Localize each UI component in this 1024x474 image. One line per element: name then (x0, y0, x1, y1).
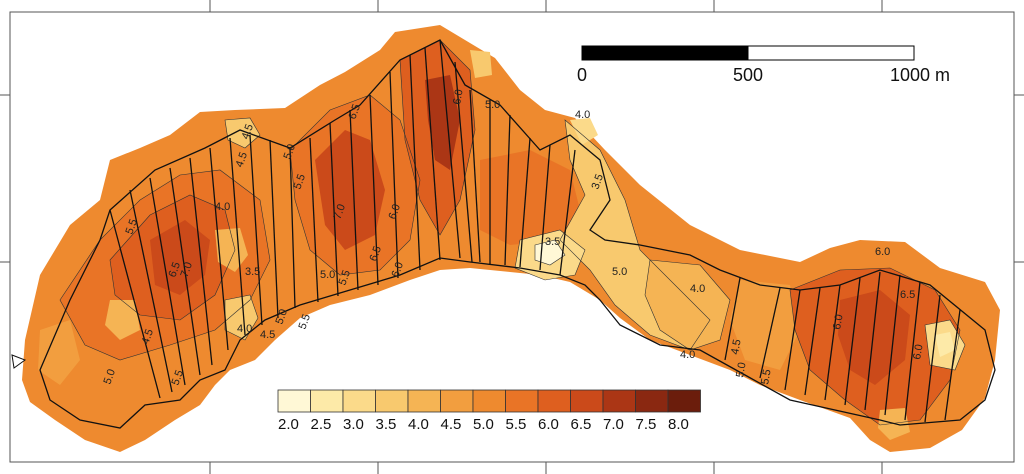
legend-swatch (407, 389, 441, 413)
legend-label: 3.5 (376, 416, 397, 433)
legend-swatch (310, 389, 344, 413)
contour-label: 5.5 (297, 313, 314, 331)
legend-swatch (440, 389, 474, 413)
contour-label: 4.0 (237, 323, 252, 335)
contour-label: 6.0 (875, 246, 890, 258)
contour-label: 4.5 (729, 338, 743, 355)
left-edge-arrow-icon (11, 354, 27, 369)
contour-label: 6.0 (831, 313, 845, 330)
contour-lines (59, 39, 966, 426)
map-frame (9, 11, 1015, 463)
contour-label: 6.0 (451, 88, 465, 105)
contour-label: 5.5 (124, 218, 141, 236)
legend-swatch (505, 389, 539, 413)
contour-label: 4.0 (215, 201, 230, 213)
contour-label: 4.5 (260, 329, 275, 341)
legend-label: 7.5 (636, 416, 657, 433)
legend-swatch (277, 389, 311, 413)
legend-label: 5.0 (473, 416, 494, 433)
contour-label: 6.5 (347, 103, 364, 121)
contour-label: 3.5 (545, 236, 560, 248)
legend-label: 8.0 (668, 416, 689, 433)
contour-label: 5.5 (759, 368, 773, 385)
legend-label: 3.0 (343, 416, 364, 433)
contour-label: 5.0 (282, 143, 299, 161)
legend-swatch (602, 389, 636, 413)
scale-bar-black-segment (581, 45, 749, 61)
contour-label: 6.5 (368, 245, 385, 263)
contour-label: 6.0 (390, 261, 407, 279)
contour-label: 5.0 (320, 269, 335, 281)
surface-patches (38, 40, 965, 440)
scale-label-500: 500 (733, 65, 763, 85)
contour-label: 4.0 (680, 349, 695, 361)
legend-label: 2.5 (311, 416, 332, 433)
contour-label: 5.0 (102, 368, 119, 386)
contour-label: 5.5 (292, 173, 309, 191)
contour-label-group: 4.5 5.0 5.5 6.0 6.5 7.0 4.0 3.5 6.5 5.5 … (102, 88, 926, 387)
scale-bar-white-segment (747, 45, 915, 61)
legend-swatch (570, 389, 604, 413)
contour-label: 4.0 (575, 109, 590, 121)
scale-label-0: 0 (577, 65, 587, 85)
legend-label: 4.5 (441, 416, 462, 433)
contour-label: 5.0 (274, 308, 291, 326)
contour-label: 6.0 (387, 203, 404, 221)
legend-label: 4.0 (408, 416, 429, 433)
legend-swatch (667, 389, 701, 413)
scale-bar: 0 500 1000 m (577, 45, 950, 85)
contour-label: 5.0 (485, 99, 500, 111)
contour-label: 4.5 (234, 151, 251, 169)
survey-transects (39, 39, 996, 429)
contour-label: 5.0 (612, 266, 627, 278)
legend-swatch (635, 389, 669, 413)
contour-label: 3.5 (590, 173, 607, 191)
contour-label: 4.0 (690, 283, 705, 295)
legend-label: 7.0 (603, 416, 624, 433)
legend-label: 6.0 (538, 416, 559, 433)
contour-label: 3.5 (245, 266, 260, 278)
legend-swatch (537, 389, 571, 413)
contour-label: 6.5 (900, 289, 915, 301)
color-legend: 2.0 2.5 3.0 3.5 4.0 4.5 5.0 5.5 6.0 6.5 7.0 7.5 8.0 (277, 389, 701, 433)
contour-label: 7.0 (332, 203, 349, 221)
scale-label-1000: 1000 m (890, 65, 950, 85)
contour-label: 5.0 (734, 361, 748, 378)
legend-label: 5.5 (506, 416, 527, 433)
legend-swatch (375, 389, 409, 413)
legend-swatch (472, 389, 506, 413)
contour-label: 6.5 (167, 261, 184, 279)
legend-swatch (342, 389, 376, 413)
contour-label: 5.5 (170, 369, 187, 387)
legend-label: 2.0 (278, 416, 299, 433)
contour-label: 6.0 (911, 343, 925, 360)
contour-label: 4.5 (240, 123, 257, 141)
contour-label: 4.5 (140, 328, 157, 346)
contour-label: 5.5 (337, 269, 354, 287)
contour-label: 7.0 (179, 261, 196, 279)
legend-label: 6.5 (571, 416, 592, 433)
